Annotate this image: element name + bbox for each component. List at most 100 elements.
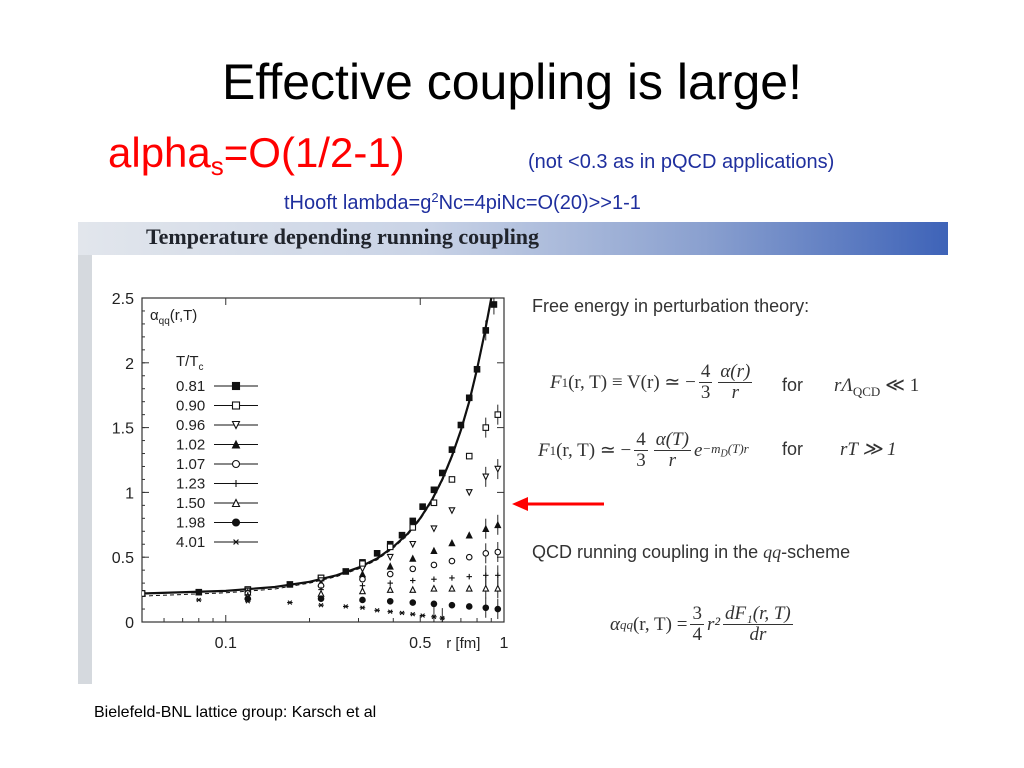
f2-num2: α(T) bbox=[653, 429, 691, 451]
y-tick-label: 1.5 bbox=[112, 421, 134, 438]
marker-asterisk-d2 bbox=[410, 611, 416, 617]
marker-open-square bbox=[386, 543, 394, 551]
marker-filled-square bbox=[195, 588, 203, 596]
marker-filled-circle bbox=[494, 605, 502, 613]
marker-filled-triangle bbox=[430, 546, 438, 555]
f1-cond-b: ≪ 1 bbox=[880, 375, 920, 396]
marker-open-square bbox=[494, 411, 502, 418]
qcd-coupling-heading: QCD running coupling in the qq-scheme bbox=[532, 542, 850, 563]
legend-label: 1.07 bbox=[176, 456, 205, 473]
marker-filled-circle bbox=[231, 518, 241, 527]
legend-label: 4.01 bbox=[176, 534, 205, 551]
marker-filled-square bbox=[430, 486, 438, 494]
marker-asterisk-d2 bbox=[399, 610, 405, 616]
f1-num2: α(r) bbox=[718, 361, 753, 383]
marker-filled-square bbox=[231, 381, 241, 391]
legend-label: 1.98 bbox=[176, 515, 205, 532]
marker-filled-circle bbox=[359, 596, 366, 604]
marker-open-circle bbox=[409, 565, 417, 573]
y-tick-label: 2.5 bbox=[112, 291, 134, 308]
marker-open-triangle-down bbox=[358, 565, 367, 573]
marker-open-square bbox=[430, 499, 438, 507]
marker-filled-triangle bbox=[386, 562, 394, 570]
marker-open-square bbox=[465, 452, 473, 460]
f2-den1: 3 bbox=[636, 450, 646, 471]
legend-label: 1.02 bbox=[176, 437, 205, 454]
marker-filled-square bbox=[465, 394, 473, 402]
marker-open-square bbox=[142, 590, 146, 597]
marker-asterisk-d2 bbox=[360, 605, 365, 611]
marker-filled-square bbox=[482, 327, 490, 334]
f1-cond-sub: QCD bbox=[852, 383, 881, 399]
alpha-r2: r² bbox=[706, 613, 721, 635]
marker-asterisk-d2 bbox=[374, 608, 380, 613]
marker-asterisk-d2 bbox=[439, 615, 445, 621]
marker-open-circle bbox=[231, 459, 241, 469]
legend-marker bbox=[231, 381, 241, 391]
subtitle-note: (not <0.3 as in pQCD applications) bbox=[528, 151, 835, 173]
marker-open-square bbox=[448, 476, 456, 483]
marker-filled-triangle bbox=[494, 520, 502, 529]
marker-open-triangle bbox=[465, 584, 473, 592]
series-4-01 bbox=[196, 597, 446, 622]
alpha-dden: dr bbox=[749, 624, 767, 645]
marker-open-triangle bbox=[448, 584, 456, 592]
f2-exp-sub: D bbox=[720, 448, 728, 460]
marker-open-circle bbox=[430, 561, 438, 569]
marker-open-circle bbox=[386, 570, 394, 578]
marker-open-triangle bbox=[430, 584, 438, 592]
marker-filled-square bbox=[286, 581, 294, 588]
marker-open-triangle bbox=[358, 586, 367, 595]
marker-filled-triangle bbox=[448, 538, 456, 547]
alpha-sub: qq bbox=[619, 616, 633, 632]
marker-open-triangle bbox=[494, 584, 502, 592]
alpha-frac-derivative: dF₁(r, T) dr bbox=[723, 604, 793, 645]
marker-asterisk-d2 bbox=[196, 597, 202, 603]
series-1-23 bbox=[245, 565, 501, 598]
subtitle-alpha-main: alpha bbox=[108, 129, 211, 176]
marker-filled-square bbox=[409, 517, 417, 525]
series-1-07 bbox=[244, 542, 502, 597]
legend-marker bbox=[231, 518, 241, 527]
arrow-head bbox=[512, 497, 528, 511]
lambda-pre: tHooft lambda=g bbox=[284, 192, 432, 214]
y-tick-label: 2 bbox=[125, 356, 134, 373]
f2-exp-base: e bbox=[693, 439, 703, 461]
marker-open-square bbox=[409, 524, 417, 531]
f2-condition: rT ≫ 1 bbox=[840, 439, 897, 460]
alpha-lhs: α bbox=[610, 613, 620, 635]
f2-frac-alpha-t: α(T) r bbox=[653, 429, 691, 471]
marker-open-triangle-down bbox=[386, 553, 394, 562]
marker-filled-circle bbox=[317, 595, 325, 602]
marker-asterisk-d2 bbox=[287, 600, 293, 605]
marker-open-triangle bbox=[386, 585, 394, 593]
marker-open-circle bbox=[465, 553, 473, 561]
f2-sub: 1 bbox=[549, 442, 557, 458]
lambda-post: Nc=4piNc=O(20)>>1-1 bbox=[438, 192, 641, 214]
f1-for-label: for bbox=[782, 375, 804, 395]
marker-filled-triangle bbox=[482, 524, 490, 532]
qcd-heading-a: QCD running coupling in the bbox=[532, 542, 764, 562]
x-tick-label: 1 bbox=[500, 635, 509, 652]
f2-lhs: F bbox=[538, 439, 550, 461]
legend-label: 0.81 bbox=[176, 378, 205, 395]
alpha-args: (r, T) = bbox=[632, 613, 688, 635]
marker-open-triangle-down bbox=[494, 465, 502, 474]
legend-label: 0.96 bbox=[176, 417, 205, 434]
figure-banner-title: Temperature depending running coupling bbox=[146, 224, 540, 249]
subtitle-alpha-rest: =O(1/2-1) bbox=[223, 129, 405, 176]
figure-banner: Temperature depending running coupling bbox=[78, 222, 948, 255]
marker-open-triangle-down bbox=[231, 420, 241, 430]
marker-asterisk-d2 bbox=[233, 539, 239, 545]
series-0-96 bbox=[244, 459, 502, 595]
marker-filled-square bbox=[438, 469, 446, 477]
marker-filled-square bbox=[373, 550, 381, 557]
marker-asterisk-d2 bbox=[420, 613, 425, 618]
marker-open-circle bbox=[494, 548, 502, 556]
x-axis-label: r [fm] bbox=[446, 635, 480, 652]
f1-lhs: F bbox=[550, 371, 562, 393]
